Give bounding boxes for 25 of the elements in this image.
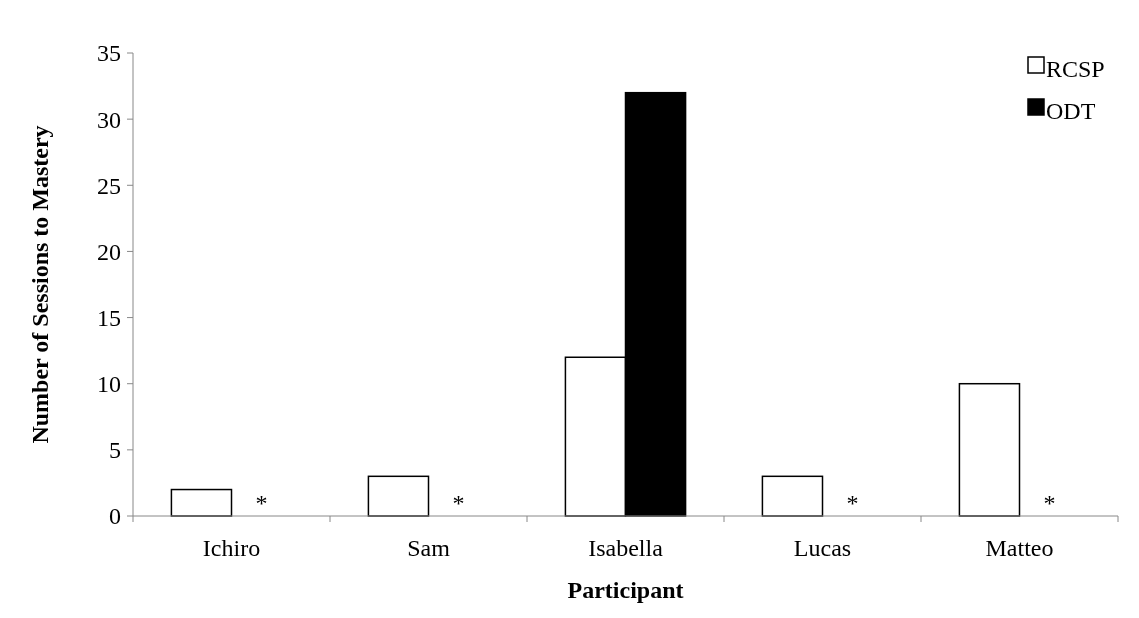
bar (761, 475, 824, 517)
x-axis-title: Participant (567, 577, 684, 603)
legend-label: RCSP (1046, 56, 1105, 83)
y-tick-label: 35 (97, 40, 121, 67)
x-tick-label: Ichiro (202, 535, 261, 561)
bar (367, 475, 430, 517)
annotation: * (452, 489, 465, 516)
annotation: * (846, 489, 859, 516)
y-tick-label: 20 (97, 238, 121, 265)
y-tick-label: 15 (97, 304, 121, 331)
x-tick-label: Isabella (588, 535, 664, 561)
y-tick-label: 0 (109, 503, 121, 530)
annotation: * (1043, 489, 1056, 516)
x-tick-label: Sam (407, 535, 451, 561)
y-tick-label: 25 (97, 172, 121, 199)
bar (958, 382, 1021, 517)
annotation: * (255, 489, 268, 516)
y-tick-label: 30 (97, 106, 121, 133)
bar (170, 488, 233, 517)
x-tick-label: Matteo (985, 535, 1054, 561)
y-tick-label: 10 (97, 371, 121, 398)
x-tick-label: Lucas (793, 535, 852, 561)
y-tick-label: 5 (109, 437, 121, 464)
legend-label: ODT (1046, 98, 1096, 125)
y-axis-title: Number of Sessions to Mastery (27, 125, 53, 444)
